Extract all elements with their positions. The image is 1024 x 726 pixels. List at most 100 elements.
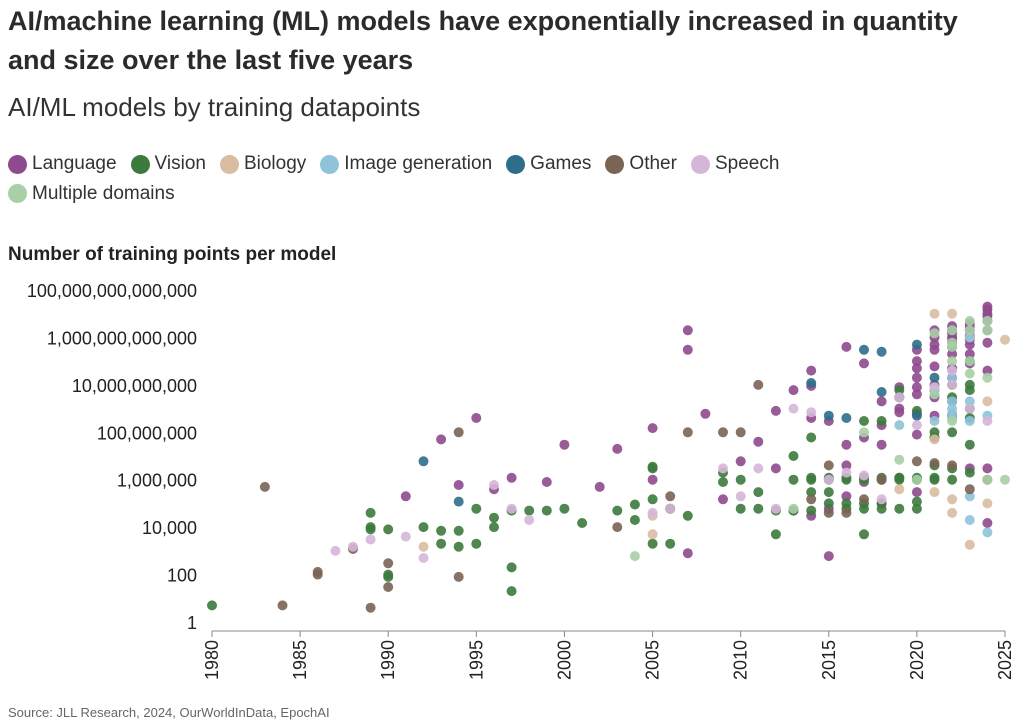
point-biology — [929, 434, 940, 445]
point-image-generation — [964, 491, 975, 502]
point-vision — [788, 474, 799, 485]
point-multiple-domains — [894, 454, 905, 465]
point-language — [947, 349, 958, 359]
point-biology — [947, 507, 958, 518]
point-language — [647, 474, 658, 485]
legend-label: Biology — [243, 153, 307, 174]
point-speech — [788, 403, 799, 414]
point-vision — [806, 505, 817, 516]
point-vision — [471, 538, 482, 549]
point-biology — [982, 498, 993, 509]
point-vision — [453, 525, 464, 536]
point-speech — [894, 392, 905, 403]
point-language — [612, 443, 623, 454]
point-speech — [506, 503, 517, 514]
point-language — [841, 439, 852, 450]
point-language — [982, 365, 993, 376]
point-speech — [859, 470, 869, 481]
point-image-generation — [947, 372, 958, 383]
point-multiple-domains — [788, 503, 799, 514]
point-language — [682, 325, 693, 336]
point-other — [806, 494, 817, 505]
point-games — [929, 372, 940, 383]
point-biology — [947, 494, 958, 505]
legend-label: Image generation — [344, 153, 493, 174]
point-language — [559, 439, 570, 450]
point-vision — [418, 522, 429, 533]
x-tick-label: 1990 — [378, 640, 398, 680]
point-speech — [330, 545, 341, 556]
y-tick-label: 1,000,000,000,000 — [47, 328, 197, 348]
point-other — [753, 379, 764, 390]
y-tick-label: 10,000 — [142, 518, 197, 538]
legend-item-multiple-domains: Multiple domains — [8, 180, 175, 208]
point-vision — [859, 416, 869, 426]
legend-item-image-generation: Image generation — [320, 150, 492, 178]
point-language — [436, 434, 447, 445]
point-speech — [947, 379, 958, 390]
point-language — [929, 339, 940, 350]
point-biology — [418, 541, 429, 552]
point-other — [823, 460, 834, 471]
x-tick-label: 2020 — [907, 640, 927, 680]
point-other — [859, 494, 869, 505]
point-vision — [806, 472, 817, 483]
point-other — [453, 427, 464, 438]
point-biology — [964, 539, 975, 550]
legend-label: Vision — [154, 153, 206, 174]
point-speech — [753, 463, 764, 474]
point-vision — [770, 529, 781, 540]
point-speech — [348, 541, 358, 552]
legend-swatch — [690, 154, 710, 174]
point-vision — [506, 562, 517, 573]
point-multiple-domains — [859, 427, 869, 438]
point-language — [964, 349, 975, 359]
point-vision — [665, 538, 676, 549]
point-vision — [753, 503, 764, 514]
legend-item-other: Other — [605, 150, 677, 178]
point-vision — [629, 499, 640, 510]
chart-subtitle: AI/ML models by training datapoints — [8, 92, 421, 122]
point-vision — [806, 432, 817, 443]
point-vision — [735, 503, 746, 514]
point-language — [841, 341, 852, 352]
point-speech — [418, 553, 429, 563]
point-language — [911, 356, 922, 367]
point-speech — [841, 467, 852, 478]
legend-swatch — [130, 154, 150, 174]
legend-item-games: Games — [506, 150, 591, 178]
legend-label: Speech — [714, 153, 780, 174]
point-language — [506, 472, 517, 483]
point-multiple-domains — [629, 551, 640, 562]
y-tick-label: 100,000,000 — [97, 423, 197, 443]
point-speech — [806, 407, 817, 418]
point-other — [718, 427, 728, 438]
point-language — [876, 439, 887, 450]
point-vision — [894, 472, 905, 483]
point-other — [911, 456, 922, 467]
point-language — [400, 491, 411, 502]
legend-label: Language — [32, 153, 117, 174]
x-tick-label: 2000 — [554, 640, 574, 680]
point-language — [982, 337, 993, 348]
point-vision — [436, 525, 447, 536]
x-tick-label: 1980 — [202, 640, 222, 680]
point-speech — [365, 534, 376, 545]
point-other — [312, 569, 323, 580]
point-multiple-domains — [982, 315, 993, 326]
point-language — [982, 518, 993, 528]
legend-swatch — [605, 154, 625, 174]
point-language — [700, 408, 711, 419]
point-language — [911, 372, 922, 383]
point-language — [859, 358, 869, 369]
point-vision — [964, 439, 975, 450]
point-language — [788, 385, 799, 396]
point-other — [665, 491, 676, 502]
chart-legend: Language Vision Biology Image generation Gam… — [8, 150, 868, 209]
point-vision — [964, 467, 975, 478]
legend-swatch — [219, 154, 239, 174]
point-biology — [929, 308, 940, 319]
point-language — [806, 365, 817, 376]
point-multiple-domains — [982, 325, 993, 336]
point-speech — [400, 531, 411, 542]
